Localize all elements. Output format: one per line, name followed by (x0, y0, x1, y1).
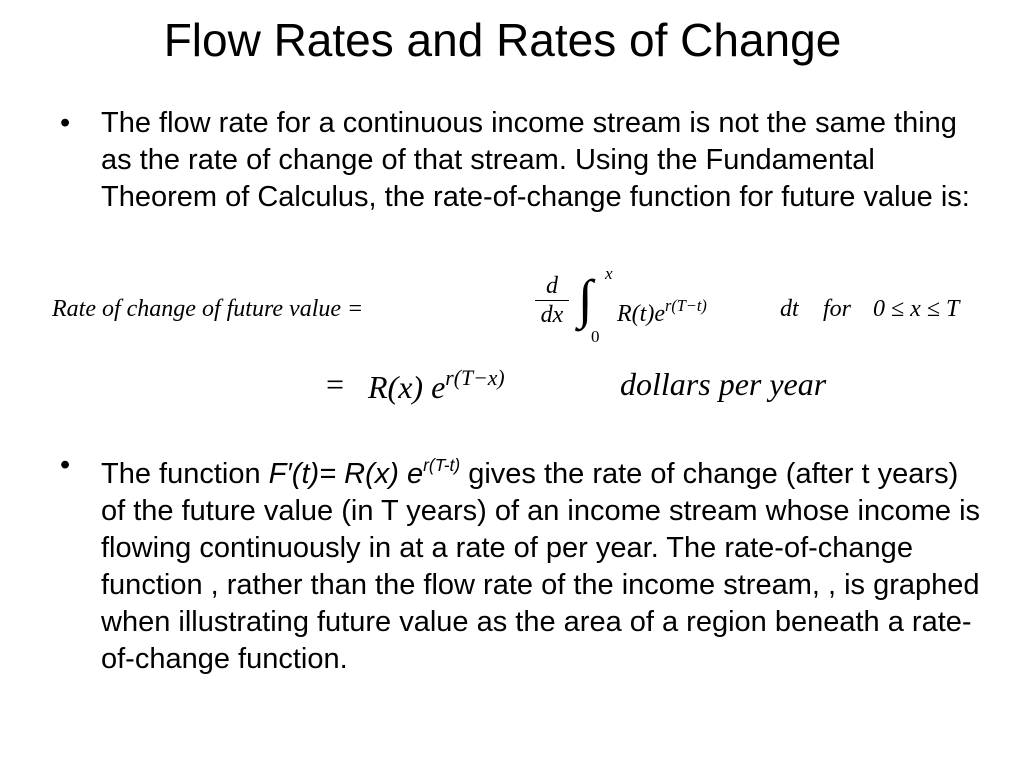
domain-range: 0 ≤ x ≤ T (873, 296, 960, 322)
integrand-base: R(t)e (617, 300, 665, 327)
integral-lower-limit: 0 (591, 327, 600, 346)
equation-lhs: Rate of change of future value = (52, 296, 364, 322)
integral-sign: ∫ (578, 269, 593, 329)
line2-exponent: r(T−x) (445, 366, 505, 390)
differential: dt (780, 296, 799, 322)
integrand: R(t)er(T−t) (617, 296, 707, 328)
line2-units: dollars per year (620, 366, 827, 402)
bullet-text-prefix: The function (101, 458, 269, 491)
function-formula: F′(t)= R(x) e (268, 458, 424, 491)
equation-line-2: = R(x) er(T−x) dollars per year (50, 362, 1010, 412)
line2-function-base: R(x) e (368, 369, 446, 406)
fraction-bar (535, 300, 569, 301)
bullet-text-rest: gives the rate of change (after t years)… (101, 458, 981, 676)
domain-word: for (823, 296, 852, 322)
fraction-numerator: d (546, 273, 558, 299)
bullet-item-flow-rate: • The flow rate for a continuous income … (60, 105, 990, 216)
integrand-exponent: r(T−t) (664, 296, 707, 315)
equation-line-1: Rate of change of future value = d dx ∫ … (50, 264, 1010, 352)
equals-sign: = (326, 366, 345, 402)
bullet-icon: • (60, 449, 71, 481)
line2-function: R(x) er(T−x) (368, 366, 505, 406)
bullet-icon: • (60, 107, 71, 139)
fraction-denominator: dx (540, 302, 564, 328)
bullet-item-function: • The function F′(t)= R(x) er(T-t) gives… (60, 447, 990, 678)
slide-title: Flow Rates and Rates of Change (163, 14, 842, 66)
integral-upper-limit: x (605, 264, 613, 283)
derivative-fraction: d dx (535, 272, 569, 329)
function-formula-exponent: r(T-t) (423, 455, 461, 475)
bullet-text: The function F′(t)= R(x) er(T-t) gives t… (101, 447, 990, 678)
bullet-text: The flow rate for a continuous income st… (101, 107, 970, 213)
